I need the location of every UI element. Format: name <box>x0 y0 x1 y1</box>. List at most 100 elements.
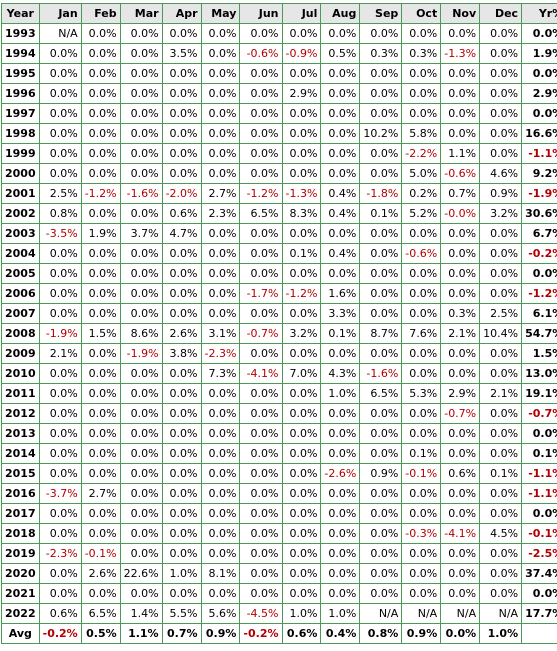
month-return-cell: 1.0% <box>161 563 202 584</box>
month-return-cell: -1.2% <box>239 183 283 204</box>
month-return-cell: 0.0% <box>320 263 361 284</box>
month-return-cell: 8.6% <box>119 323 163 344</box>
month-return-cell: 0.0% <box>479 223 523 244</box>
month-return-cell: 0.0% <box>281 343 322 364</box>
month-return-cell: 0.0% <box>239 383 283 404</box>
month-return-cell: 0.0% <box>119 23 163 44</box>
month-return-cell: 0.0% <box>119 423 163 444</box>
month-return-cell: 2.1% <box>479 383 523 404</box>
table-header: Year Jan Feb Mar Apr May Jun Jul Aug Sep Oct Nov Dec… <box>1 3 557 24</box>
year-cell: 2019 <box>1 543 40 564</box>
month-return-cell: 1.9% <box>80 223 121 244</box>
month-return-cell: 3.7% <box>119 223 163 244</box>
month-return-cell: 0.0% <box>38 363 82 384</box>
month-return-cell: 0.0% <box>161 243 202 264</box>
month-return-cell: 0.0% <box>479 423 523 444</box>
month-return-cell: 0.0% <box>239 223 283 244</box>
month-return-cell: 0.0% <box>281 303 322 324</box>
month-return-cell: 0.0% <box>38 83 82 104</box>
month-return-cell: 0.0% <box>401 583 442 604</box>
month-return-cell: 0.0% <box>161 383 202 404</box>
month-return-cell: 1.5% <box>80 323 121 344</box>
month-return-cell: 0.0% <box>161 143 202 164</box>
year-cell: 2015 <box>1 463 40 484</box>
yearly-return-cell: 2.9% <box>521 83 557 104</box>
month-return-cell: 0.0% <box>239 523 283 544</box>
month-return-cell: 0.0% <box>479 283 523 304</box>
year-cell: 2011 <box>1 383 40 404</box>
month-return-cell: 0.0% <box>80 203 121 224</box>
month-return-cell: 0.0% <box>281 503 322 524</box>
month-return-cell: 0.0% <box>119 383 163 404</box>
month-return-cell: 2.9% <box>281 83 322 104</box>
month-return-cell: 0.0% <box>80 463 121 484</box>
month-return-cell: 3.1% <box>200 323 241 344</box>
month-return-cell: -3.7% <box>38 483 82 504</box>
month-return-cell: 0.0% <box>200 63 241 84</box>
table-row-2009: 2009 2.1% 0.0% -1.9% 3.8% -2.3% 0.0% 0.0% 0.0% 0.… <box>1 343 557 364</box>
average-month-cell: 0.7% <box>161 623 202 644</box>
table-row-2022: 2022 0.6% 6.5% 1.4% 5.5% 5.6% -4.5% 1.0% 1.0% N/A… <box>1 603 557 624</box>
month-return-cell: 0.0% <box>119 403 163 424</box>
month-return-cell: -2.6% <box>320 463 361 484</box>
month-return-cell: -1.3% <box>281 183 322 204</box>
month-return-cell: 8.3% <box>281 203 322 224</box>
month-return-cell: 0.0% <box>281 563 322 584</box>
month-return-cell: 1.0% <box>281 603 322 624</box>
month-return-cell: 0.0% <box>440 83 481 104</box>
month-return-cell: 0.0% <box>359 543 403 564</box>
table-row-2006: 2006 0.0% 0.0% 0.0% 0.0% 0.0% -1.7% -1.2% 1.6% 0.… <box>1 283 557 304</box>
month-return-cell: 0.0% <box>161 103 202 124</box>
column-header-sep: Sep <box>359 3 403 24</box>
month-return-cell: 0.0% <box>239 483 283 504</box>
month-return-cell: -1.3% <box>440 43 481 64</box>
month-return-cell: 0.0% <box>80 83 121 104</box>
month-return-cell: 0.0% <box>119 523 163 544</box>
month-return-cell: -4.5% <box>239 603 283 624</box>
column-header-mar: Mar <box>119 3 163 24</box>
month-return-cell: 5.2% <box>401 203 442 224</box>
month-return-cell: 0.0% <box>401 423 442 444</box>
month-return-cell: 22.6% <box>119 563 163 584</box>
month-return-cell: 0.0% <box>401 263 442 284</box>
month-return-cell: 0.0% <box>38 463 82 484</box>
month-return-cell: 0.0% <box>281 383 322 404</box>
year-cell: 1999 <box>1 143 40 164</box>
column-header-jul: Jul <box>281 3 322 24</box>
year-cell: 2001 <box>1 183 40 204</box>
month-return-cell: 0.0% <box>239 123 283 144</box>
month-return-cell: -0.0% <box>440 203 481 224</box>
month-return-cell: 0.4% <box>320 203 361 224</box>
month-return-cell: 0.0% <box>119 543 163 564</box>
month-return-cell: 0.0% <box>479 403 523 424</box>
month-return-cell: 0.3% <box>401 43 442 64</box>
month-return-cell: 0.0% <box>281 403 322 424</box>
month-return-cell: 0.0% <box>359 283 403 304</box>
month-return-cell: 8.1% <box>200 563 241 584</box>
month-return-cell: N/A <box>440 603 481 624</box>
year-cell: 2012 <box>1 403 40 424</box>
month-return-cell: 0.0% <box>80 383 121 404</box>
month-return-cell: 1.0% <box>320 603 361 624</box>
month-return-cell: 0.0% <box>479 83 523 104</box>
table-body: 1993 N/A 0.0% 0.0% 0.0% 0.0% 0.0% 0.0% 0.0% 0.0% 0… <box>1 23 557 644</box>
average-month-cell: 1.0% <box>479 623 523 644</box>
month-return-cell: 0.0% <box>38 103 82 124</box>
month-return-cell: 0.0% <box>479 243 523 264</box>
month-return-cell: 0.0% <box>479 103 523 124</box>
month-return-cell: 2.1% <box>440 323 481 344</box>
month-return-cell: 0.1% <box>359 203 403 224</box>
month-return-cell: 0.0% <box>161 463 202 484</box>
month-return-cell: 0.0% <box>359 303 403 324</box>
month-return-cell: 1.0% <box>320 383 361 404</box>
table-row-2012: 2012 0.0% 0.0% 0.0% 0.0% 0.0% 0.0% 0.0% 0.0% 0.0%… <box>1 403 557 424</box>
month-return-cell: 0.0% <box>119 123 163 144</box>
yearly-return-cell: -1.1% <box>521 463 557 484</box>
yearly-return-cell: 0.0% <box>521 423 557 444</box>
month-return-cell: -0.9% <box>281 43 322 64</box>
month-return-cell: 0.0% <box>38 163 82 184</box>
table-row-1999: 1999 0.0% 0.0% 0.0% 0.0% 0.0% 0.0% 0.0% 0.0% 0.0%… <box>1 143 557 164</box>
month-return-cell: 5.5% <box>161 603 202 624</box>
year-cell: 1995 <box>1 63 40 84</box>
month-return-cell: 0.0% <box>281 63 322 84</box>
